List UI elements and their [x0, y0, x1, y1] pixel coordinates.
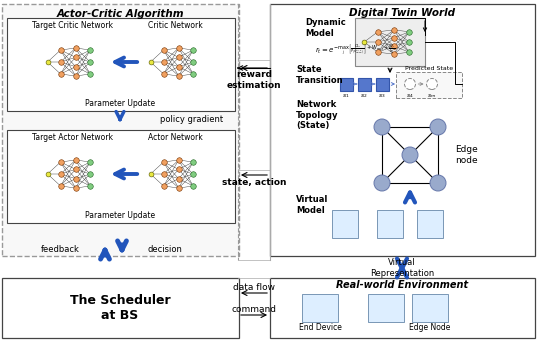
Bar — [355, 18, 425, 66]
Bar — [412, 294, 448, 322]
Text: $s_m$: $s_m$ — [427, 92, 437, 100]
Circle shape — [430, 175, 446, 191]
Text: state, action: state, action — [222, 177, 286, 187]
Text: $s_1$: $s_1$ — [342, 92, 350, 100]
Text: Parameter Update: Parameter Update — [85, 100, 155, 108]
Text: $s_4$: $s_4$ — [406, 92, 414, 100]
Text: Dynamic
Model: Dynamic Model — [305, 18, 346, 38]
Text: $r_t = e^{-\max_j\left[\frac{CL_j}{P\left(s^{t+1}_{node}\right)}\right] + W_{m,i: $r_t = e^{-\max_j\left[\frac{CL_j}{P\lef… — [315, 43, 395, 57]
Bar — [340, 78, 353, 91]
Bar — [377, 210, 403, 238]
Bar — [7, 18, 235, 111]
Circle shape — [430, 119, 446, 135]
Text: Target Actor Network: Target Actor Network — [32, 134, 112, 142]
Circle shape — [405, 79, 415, 89]
Text: Digital Twin World: Digital Twin World — [349, 8, 455, 18]
Text: $s_2$: $s_2$ — [360, 92, 368, 100]
Bar — [302, 294, 338, 322]
Text: The Scheduler
at BS: The Scheduler at BS — [70, 294, 171, 322]
Text: Actor-Critic Algorithm: Actor-Critic Algorithm — [56, 9, 184, 19]
Bar — [368, 294, 404, 322]
Bar — [358, 78, 371, 91]
Bar — [2, 278, 239, 338]
Text: Actor Network: Actor Network — [147, 134, 202, 142]
Bar — [396, 72, 462, 98]
Text: data flow: data flow — [233, 283, 275, 291]
Bar — [270, 278, 535, 338]
Bar — [270, 4, 535, 256]
Text: feedback: feedback — [41, 245, 80, 255]
Text: Virtual
Representation: Virtual Representation — [370, 258, 434, 278]
Circle shape — [427, 79, 437, 89]
Text: Critic Network: Critic Network — [147, 21, 202, 31]
Bar — [376, 78, 389, 91]
Text: Predicted State: Predicted State — [405, 66, 453, 70]
Text: Real-world Environment: Real-world Environment — [336, 280, 468, 290]
Bar — [7, 130, 235, 223]
Bar — [417, 210, 443, 238]
Text: $s_3$: $s_3$ — [378, 92, 386, 100]
Text: Network
Topology
(State): Network Topology (State) — [296, 100, 338, 130]
Text: decision: decision — [148, 245, 183, 255]
Text: Edge
node: Edge node — [455, 145, 478, 165]
Text: Parameter Update: Parameter Update — [85, 211, 155, 221]
Bar — [332, 210, 358, 238]
Text: End Device: End Device — [299, 323, 342, 333]
Circle shape — [374, 175, 390, 191]
Text: policy gradient: policy gradient — [160, 115, 223, 123]
Text: command: command — [231, 306, 277, 315]
Text: Edge Node: Edge Node — [409, 323, 451, 333]
Circle shape — [402, 147, 418, 163]
Circle shape — [374, 119, 390, 135]
Text: Target Critic Network: Target Critic Network — [32, 21, 112, 31]
Text: reward
estimation: reward estimation — [226, 70, 281, 90]
Bar — [2, 4, 239, 256]
Text: Virtual
Model: Virtual Model — [296, 195, 328, 215]
Text: State
Transition: State Transition — [296, 65, 344, 85]
